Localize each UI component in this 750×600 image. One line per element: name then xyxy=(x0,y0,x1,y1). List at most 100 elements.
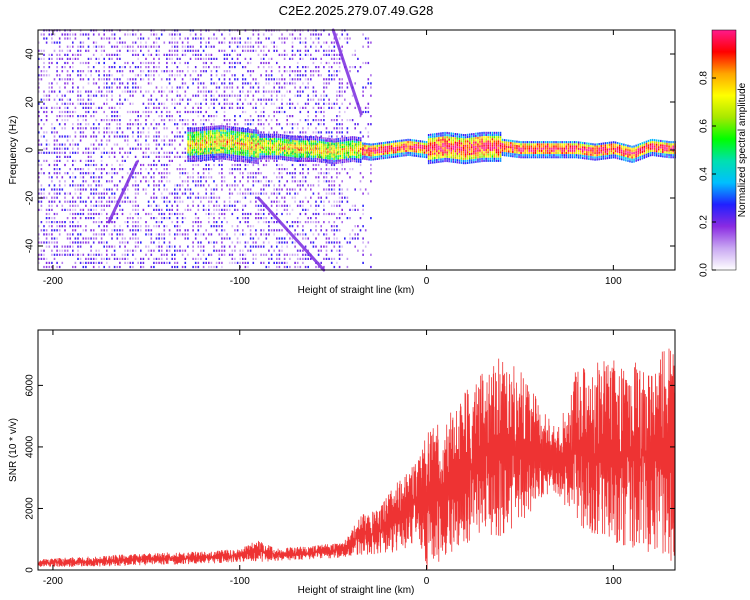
spectrogram-cell xyxy=(51,265,53,269)
spectrogram-cell xyxy=(184,257,187,260)
spectrogram-cell xyxy=(132,131,134,134)
spectrogram-cell xyxy=(132,123,134,126)
spectrogram-cell xyxy=(77,45,79,48)
spectrogram-cell xyxy=(314,149,317,152)
spectrogram-cell xyxy=(257,153,259,156)
spectrogram-cell xyxy=(147,229,150,232)
spectrogram-cell xyxy=(268,74,270,77)
spectrogram-cell xyxy=(234,131,237,134)
spectrogram-cell xyxy=(126,82,129,85)
spectrogram-cell xyxy=(79,70,82,73)
spectrogram-cell xyxy=(315,212,317,216)
spectrogram-cell xyxy=(289,90,291,93)
spectrogram-cell xyxy=(247,128,249,131)
spectrogram-cell xyxy=(98,249,100,252)
spectrogram-cell xyxy=(166,188,168,191)
spectrogram-cell xyxy=(299,233,302,236)
spectrogram-cell xyxy=(275,133,278,136)
spectrogram-cell xyxy=(202,94,205,97)
spectrogram-cell xyxy=(240,153,243,156)
spectrogram-cell xyxy=(205,53,207,56)
spectrogram-cell xyxy=(286,168,288,171)
spectrogram-cell xyxy=(197,94,200,97)
spectrogram-cell xyxy=(240,136,243,139)
spectrogram-cell xyxy=(281,172,283,175)
spectrogram-cell xyxy=(213,98,215,101)
spectrogram-cell xyxy=(304,176,307,179)
spectrogram-cell xyxy=(240,157,243,160)
spectrogram-cell xyxy=(103,37,105,40)
spectrogram-cell xyxy=(189,129,191,132)
spectrogram-cell xyxy=(153,33,155,36)
spectrogram-cell xyxy=(226,94,228,97)
spectrogram-cell xyxy=(194,53,197,56)
spectrogram-cell xyxy=(299,86,302,89)
spectrogram-cell xyxy=(58,135,61,138)
spectrogram-cell xyxy=(202,265,205,269)
spectrogram-cell xyxy=(234,204,236,207)
spectrogram-cell xyxy=(291,188,294,191)
spectrogram-cell xyxy=(200,119,202,122)
spectrogram-cell xyxy=(155,98,158,101)
spectrogram-cell xyxy=(45,233,48,236)
spectrogram-cell xyxy=(286,131,288,134)
spectrogram-cell xyxy=(194,180,197,183)
spectrogram-cell xyxy=(221,249,223,252)
spectrogram-cell xyxy=(261,133,263,136)
spectrogram-cell xyxy=(134,229,137,232)
spectrogram-cell xyxy=(56,212,58,216)
spectrogram-cell xyxy=(302,151,304,154)
spectrogram-cell xyxy=(77,212,79,216)
spectrogram-cell xyxy=(56,188,58,191)
spectrogram-cell xyxy=(292,137,294,140)
spectrogram-cell xyxy=(82,61,85,65)
spectrogram-cell xyxy=(333,200,336,203)
spectrogram-cell xyxy=(263,138,265,141)
spectrogram-cell xyxy=(64,180,66,183)
spectrogram-cell xyxy=(339,137,341,140)
spectrogram-cell xyxy=(310,140,313,143)
spectrogram-cell xyxy=(56,245,58,248)
spectrogram-cell xyxy=(129,237,132,240)
spectrogram-cell xyxy=(273,41,275,44)
spectrogram-cell xyxy=(53,168,56,171)
spectrogram-cell xyxy=(129,217,132,220)
spectrogram-cell xyxy=(247,145,249,148)
spectrogram-cell xyxy=(224,157,226,160)
spectrogram-cell xyxy=(124,90,126,93)
spectrogram-cell xyxy=(299,90,302,93)
spectrogram-cell xyxy=(336,123,338,126)
spectrogram-cell xyxy=(147,204,150,207)
spectrogram-cell xyxy=(168,229,171,232)
spectrogram-cell xyxy=(317,33,320,36)
spectrogram-cell xyxy=(262,261,265,264)
spectrogram-cell xyxy=(255,102,257,105)
spectrogram-cell xyxy=(200,221,202,224)
spectrogram-cell xyxy=(87,102,90,105)
spectrogram-cell xyxy=(304,102,307,105)
spectrogram-cell xyxy=(126,143,129,146)
spectrogram-cell xyxy=(72,163,74,167)
spectrogram-cell xyxy=(48,241,51,244)
spectrogram-cell xyxy=(56,139,58,142)
spectrogram-cell xyxy=(124,237,126,240)
spectrogram-cell xyxy=(215,208,218,211)
spectrogram-cell xyxy=(255,153,257,156)
spectrogram-cell xyxy=(45,94,48,97)
spectrogram-cell xyxy=(362,261,364,264)
spectrogram-cell xyxy=(174,155,176,158)
spectrogram-cell xyxy=(108,123,111,126)
spectrogram-cell xyxy=(100,241,103,244)
spectrogram-cell xyxy=(251,131,253,134)
spectrogram-cell xyxy=(359,115,362,118)
spectrogram-cell xyxy=(325,237,328,240)
spectrogram-cell xyxy=(200,257,202,260)
spectrogram-cell xyxy=(323,145,325,148)
spectrogram-cell xyxy=(90,151,92,154)
spectrogram-cell xyxy=(268,123,270,126)
spectrogram-cell xyxy=(338,253,341,256)
spectrogram-cell xyxy=(187,123,189,126)
spectrogram-cell xyxy=(257,140,259,143)
spectrogram-cell xyxy=(184,261,187,264)
spectrogram-cell xyxy=(252,94,255,97)
